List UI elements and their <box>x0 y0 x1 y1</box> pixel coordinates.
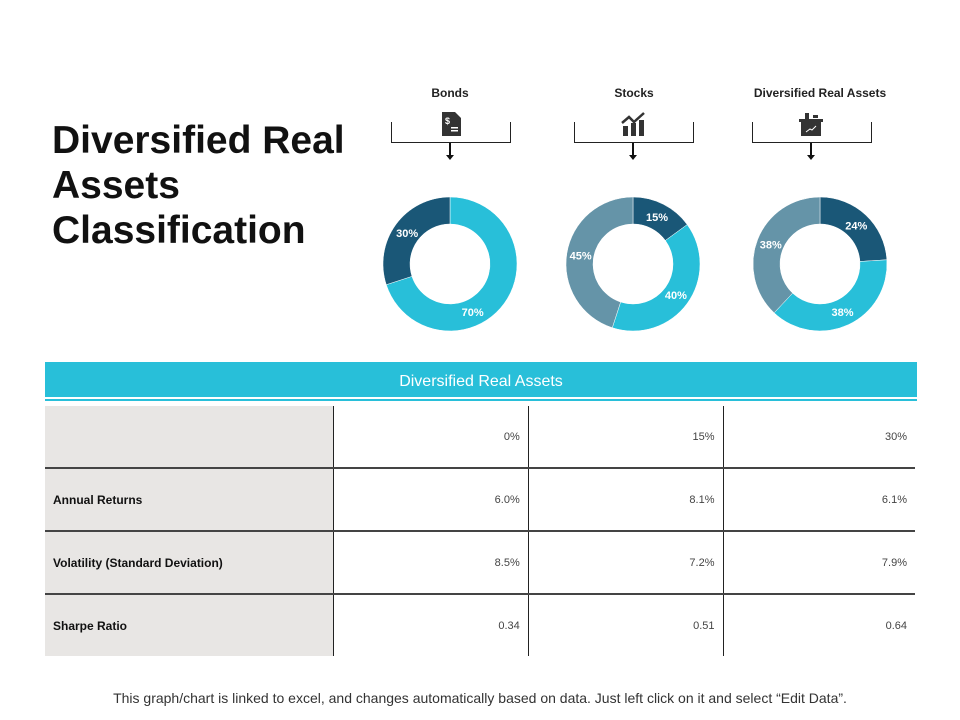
donut-slice <box>773 259 888 332</box>
data-label: 15% <box>646 212 668 224</box>
data-label: 24% <box>845 220 867 232</box>
table-cell: 15% <box>528 406 724 468</box>
data-label: 45% <box>570 251 592 263</box>
donut-slice <box>382 196 451 286</box>
table-cell: 30% <box>884 430 907 443</box>
dollar-document-icon: $ <box>442 112 461 136</box>
row-label: Volatility (Standard Deviation) <box>45 530 334 594</box>
table-cell: 6.1% <box>723 467 915 531</box>
category-label-bonds: Bonds <box>431 86 469 100</box>
data-label: 38% <box>832 307 854 319</box>
table-row: Annual Returns 6.0% 8.1% 6.1% <box>45 467 915 531</box>
divider <box>45 399 917 401</box>
data-label: 70% <box>462 307 484 319</box>
real-assets-icon <box>799 113 823 136</box>
arrow-down-icon <box>446 143 454 160</box>
donut-slice <box>385 196 518 332</box>
table-row: Sharpe Ratio 0.34 0.51 0.64 <box>45 593 915 656</box>
donut-slice <box>752 196 821 314</box>
table-cell: 0% <box>333 406 529 468</box>
bracket <box>752 122 872 143</box>
table-cell: 7.9% <box>723 530 915 594</box>
svg-text:$: $ <box>445 116 450 126</box>
donut-charts: 70% 30% 15% 40% 45% 24% 38% 38% <box>382 196 888 332</box>
data-label: 40% <box>665 290 687 302</box>
table-cell: 7.2% <box>528 530 724 594</box>
category-label-stocks: Stocks <box>614 86 654 100</box>
row-label: Annual Returns <box>45 467 334 531</box>
growth-chart-icon <box>621 112 645 136</box>
table-cell: 0.64 <box>723 593 915 656</box>
data-label: 30% <box>396 228 418 240</box>
category-label-real-assets: Diversified Real Assets <box>753 86 887 100</box>
donut-slice <box>565 196 634 329</box>
table-cell: 8.5% <box>333 530 529 594</box>
table-row: 0% 15% 30% <box>45 406 915 468</box>
bracket <box>574 122 694 143</box>
bracket <box>391 122 511 143</box>
table-cell: 0.51 <box>528 593 724 656</box>
row-label: Sharpe Ratio <box>45 593 334 656</box>
footer-note: This graph/chart is linked to excel, and… <box>113 690 847 706</box>
arrow-down-icon <box>629 143 637 160</box>
row-label <box>45 406 334 468</box>
donut-slice <box>611 224 701 332</box>
table-title: Diversified Real Assets <box>45 362 917 397</box>
table-cell: 8.1% <box>528 467 724 531</box>
table-cell: 6.0% <box>333 467 529 531</box>
table-cell: 0.34 <box>333 593 529 656</box>
data-label: 38% <box>760 239 782 251</box>
table-row: Volatility (Standard Deviation) 8.5% 7.2% 7… <box>45 530 915 594</box>
arrow-down-icon <box>807 143 815 160</box>
page-title: Diversified Real Assets Classification <box>52 119 345 252</box>
data-table: 0% 15% 30% Annual Returns 6.0% 8.1% 6.1% Volati… <box>45 406 915 656</box>
